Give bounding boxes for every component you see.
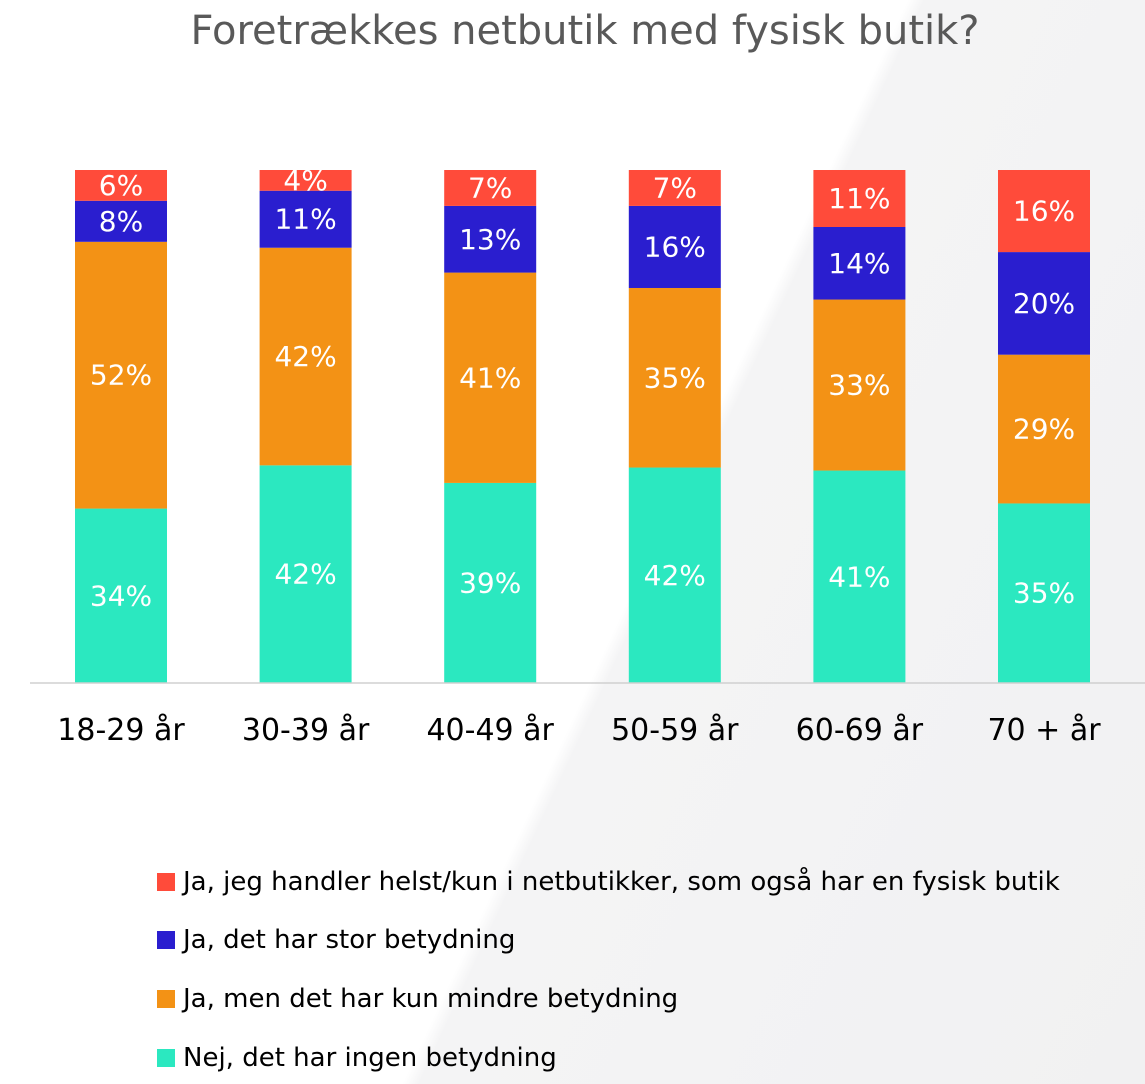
legend-swatch [157, 931, 175, 949]
data-label: 29% [1013, 413, 1075, 446]
data-label: 42% [274, 558, 336, 591]
bar-segment [998, 170, 1090, 253]
bars-layer: 34% 52% 8%6% 42% 42% 11% 4% 39% 41% 13% 7% 42% 35% 16… [75, 164, 1090, 683]
legend-entry-label: Ja, jeg handler helst/kun i netbutikker,… [181, 866, 1060, 897]
data-label: 35% [1013, 577, 1075, 610]
data-label: 4% [283, 164, 327, 197]
x-tick-label: 18-29 år [57, 713, 185, 748]
legend-swatch [157, 990, 175, 1008]
data-label: 16% [644, 230, 706, 263]
x-tick-label: 70 + år [987, 713, 1101, 748]
bar-segment [444, 205, 537, 273]
bar-segment [259, 247, 352, 466]
data-label: 39% [459, 566, 521, 599]
bar-segment [259, 170, 352, 191]
bar-segment [75, 508, 167, 683]
bar-segment [444, 482, 537, 683]
bar-segment [813, 299, 906, 471]
bar-segment [628, 467, 721, 683]
bar-segment [75, 170, 167, 201]
x-tick-label: 30-39 år [242, 713, 370, 748]
data-label: 42% [274, 340, 336, 373]
bar-segment [813, 227, 906, 300]
data-label: 8% [99, 205, 143, 238]
legend-entry-label: Ja, men det har kun mindre betydning [181, 984, 678, 1014]
data-label: 34% [90, 579, 152, 612]
bar-segment [75, 200, 167, 242]
data-label: 11% [828, 182, 890, 215]
bar-segment [813, 170, 906, 227]
data-label: 14% [828, 247, 890, 280]
x-axis-labels: 18-29 år 30-39 år 40-49 år 50-59 år 60-69 år… [57, 713, 1101, 748]
chart-title: Foretrækkes netbutik med fysisk butik? [190, 8, 979, 54]
x-tick-label: 50-59 år [611, 713, 739, 748]
data-label: 41% [459, 361, 521, 394]
data-label: 20% [1013, 287, 1075, 320]
bar-segment [259, 190, 352, 248]
legend-swatch [157, 1049, 175, 1067]
legend-swatch [157, 873, 175, 891]
bar-segment [444, 170, 537, 206]
legend-entry-label: Ja, det har stor betydning [181, 925, 515, 955]
data-label: 16% [1013, 195, 1075, 228]
data-label: 33% [828, 369, 890, 402]
x-tick-label: 60-69 år [796, 713, 924, 748]
bar-segment [628, 205, 721, 288]
data-label: 52% [90, 359, 152, 392]
bar-segment [444, 272, 537, 483]
data-label: 11% [274, 203, 336, 236]
data-label: 6% [99, 169, 143, 202]
bar-segment [75, 241, 167, 509]
data-label: 7% [653, 171, 697, 204]
legend-entry-label: Nej, det har ingen betydning [183, 1043, 557, 1073]
data-label: 35% [644, 361, 706, 394]
data-label: 41% [828, 560, 890, 593]
bar-segment [998, 252, 1090, 355]
data-label: 13% [459, 223, 521, 256]
bar-segment [628, 287, 721, 468]
bar-segment [259, 465, 352, 683]
data-label: 42% [644, 559, 706, 592]
data-label: 7% [468, 171, 512, 204]
bar-segment [628, 170, 721, 206]
x-tick-label: 40-49 år [426, 713, 554, 748]
legend: Ja, jeg handler helst/kun i netbutikker,… [157, 866, 1060, 1073]
bar-segment [813, 470, 906, 683]
bar-segment [998, 503, 1090, 683]
bar-segment [998, 354, 1090, 504]
